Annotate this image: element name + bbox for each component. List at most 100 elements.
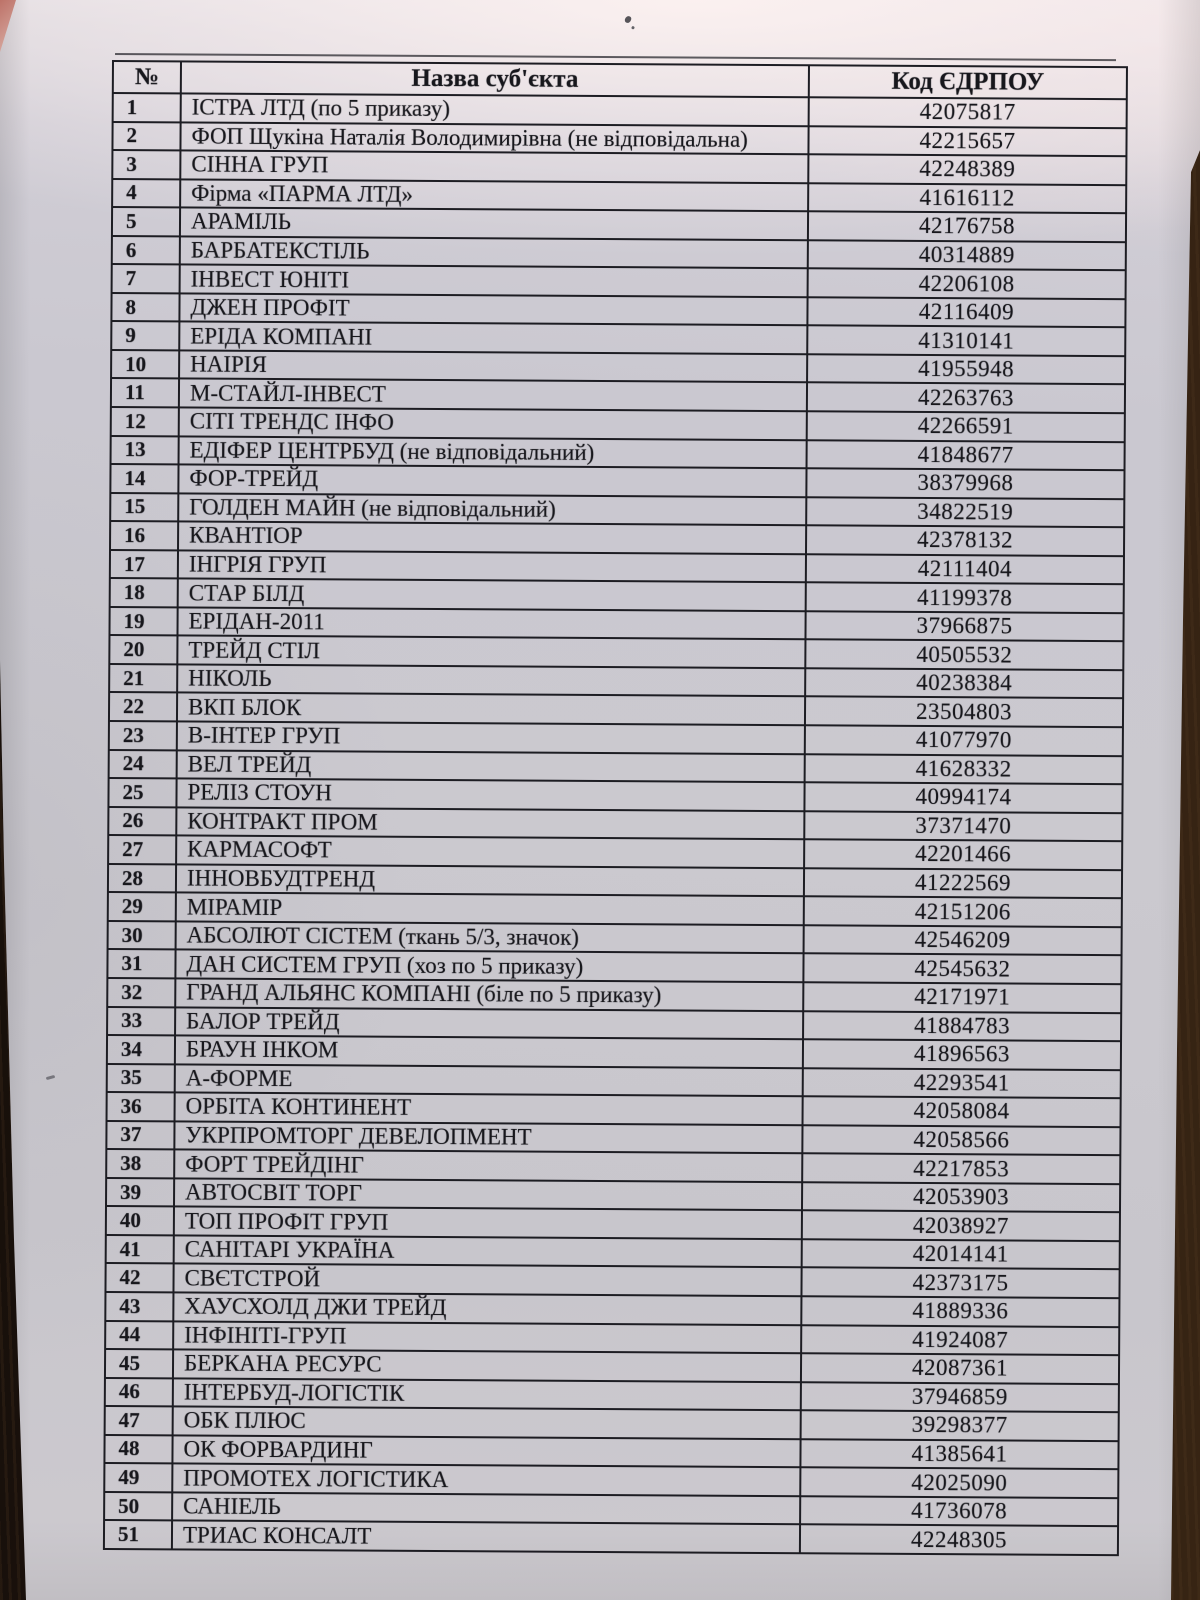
row-number: 14 [110,464,179,494]
row-code: 42293541 [802,1067,1121,1099]
row-name: СТАР БІЛД [177,578,806,612]
row-name: ОБК ПЛЮС [172,1406,801,1439]
row-code: 42378132 [805,525,1125,556]
header-edrpou-code: Код ЄДРПОУ [808,65,1127,100]
row-code: 41616112 [808,182,1127,214]
row-number: 20 [109,635,178,665]
table-row: 21 НІКОЛЬ 40238384 [109,663,1124,699]
row-code: 41848677 [806,439,1125,471]
table-row: 10 НАІРІЯ 41955948 [111,349,1126,385]
row-number: 7 [111,264,180,294]
row-number: 25 [108,778,177,808]
row-code: 42111404 [805,553,1124,585]
row-number: 47 [104,1406,173,1436]
row-number: 41 [105,1234,174,1264]
table-row: 42 СВЄТСТРОЙ 42373175 [105,1263,1120,1299]
table-row: 50 САНІЕЛЬ 41736078 [104,1491,1119,1527]
row-number: 35 [106,1063,175,1093]
table-row: 34 БРАУН ІНКОМ 41896563 [106,1035,1122,1070]
table-row: 45 БЕРКАНА РЕСУРС 42087361 [104,1349,1120,1384]
table-row: 31 ДАН СИСТЕМ ГРУП (хоз по 5 приказу) 42… [107,949,1122,985]
row-code: 37946859 [800,1381,1119,1413]
row-name: ФОР-ТРЕЙД [178,464,807,497]
row-name: ТОП ПРОФІТ ГРУП [173,1206,802,1240]
row-number: 29 [107,892,176,922]
row-number: 12 [110,407,179,436]
row-code: 42176758 [807,211,1127,242]
row-name: БРАУН ІНКОМ [174,1035,804,1068]
table-row: 17 ІНГРІЯ ГРУП 42111404 [109,549,1124,585]
row-name: ЕРІДА КОМПАНІ [179,321,808,355]
row-name: ДАН СИСТЕМ ГРУП (хоз по 5 приказу) [175,949,804,983]
row-code: 42075817 [808,97,1127,128]
row-code: 34822519 [806,496,1125,528]
row-number: 1 [112,93,181,122]
row-code: 38379968 [806,468,1125,499]
table-row: 46 ІНТЕРБУД-ЛОГІСТІК 37946859 [104,1377,1119,1413]
row-number: 31 [107,949,176,979]
row-code: 42171971 [803,982,1122,1013]
table-row: 24 ВЕЛ ТРЕЙД 41628332 [108,749,1123,785]
table-row: 13 ЕДІФЕР ЦЕНТРБУД (не відповідальний) 4… [110,435,1125,471]
row-number: 36 [106,1092,175,1122]
table-row: 25 РЕЛІЗ СТОУН 40994174 [108,778,1123,813]
row-name: ТРЕЙД СТІЛ [177,635,806,669]
table-row: 7 ІНВЕСТ ЮНІТІ 42206108 [111,264,1126,300]
row-name: ОРБІТА КОНТИНЕНТ [174,1092,803,1125]
row-code: 41955948 [807,354,1126,385]
row-number: 39 [105,1177,175,1207]
table-row: 9 ЕРІДА КОМПАНІ 41310141 [111,321,1126,357]
row-name: УКРПРОМТОРГ ДЕВЕЛОПМЕНТ [174,1121,803,1154]
table-body: 1 ІСТРА ЛТД (по 5 приказу) 42075817 2 ФО… [103,93,1127,1556]
row-code: 42038927 [801,1210,1120,1242]
row-number: 21 [109,663,178,693]
row-code: 42201466 [804,839,1123,870]
row-name: НІКОЛЬ [177,664,806,697]
row-number: 4 [112,178,181,208]
table-row: 32 ГРАНД АЛЬЯНС КОМПАНІ (біле по 5 прика… [107,977,1122,1013]
row-name: ТРИАС КОНСАЛТ [171,1520,801,1554]
row-code: 42546209 [803,925,1122,956]
row-number: 3 [112,150,181,180]
row-name: ФОП Щукіна Наталія Володимирівна (не від… [180,121,809,155]
row-number: 27 [108,835,177,865]
row-number: 11 [110,378,180,408]
row-code: 42014141 [801,1239,1120,1270]
row-name: СВЄТСТРОЙ [173,1263,802,1297]
row-code: 42217853 [802,1153,1121,1184]
row-code: 41884783 [803,1010,1122,1042]
row-code: 42373175 [801,1267,1120,1299]
header-row: № Назва суб'єкта Код ЄДРПОУ [112,61,1127,100]
table-row: 27 КАРМАСОФТ 42201466 [108,835,1123,870]
row-name: ДЖЕН ПРОФІТ [179,293,808,326]
row-code: 41222569 [803,868,1123,899]
row-name: ЕДІФЕР ЦЕНТРБУД (не відповідальний) [178,435,807,469]
table-row: 51 ТРИАС КОНСАЛТ 42248305 [103,1520,1119,1556]
row-number: 19 [109,606,178,636]
row-code: 41385641 [800,1438,1119,1470]
row-name: ГРАНД АЛЬЯНС КОМПАНІ (біле по 5 приказу) [175,978,804,1011]
row-code: 42058566 [802,1124,1121,1156]
table-row: 36 ОРБІТА КОНТИНЕНТ 42058084 [106,1092,1121,1127]
row-number: 43 [105,1291,174,1321]
row-number: 23 [108,721,177,750]
table-row: 41 САНІТАРІ УКРАЇНА 42014141 [105,1234,1120,1270]
table-row: 14 ФОР-ТРЕЙД 38379968 [110,464,1125,499]
row-code: 42545632 [803,953,1122,985]
row-code: 40505532 [805,639,1124,671]
row-number: 16 [110,521,179,551]
row-name: В-ІНТЕР ГРУП [176,721,805,754]
row-name: ХАУСХОЛД ДЖИ ТРЕЙД [173,1292,802,1325]
row-name: БАРБАТЕКСТІЛЬ [179,236,808,269]
table-row: 38 ФОРТ ТРЕЙДІНГ 42217853 [106,1149,1121,1184]
row-number: 15 [110,492,179,522]
row-name: МІРАМІР [175,892,804,926]
row-name: САНІТАРІ УКРАЇНА [173,1235,802,1268]
row-code: 41310141 [807,325,1126,357]
row-code: 41199378 [805,582,1124,614]
table-row: 2 ФОП Щукіна Наталія Володимирівна (не в… [112,121,1127,157]
table-row: 28 ІННОВБУДТРЕНД 41222569 [107,863,1123,899]
row-number: 40 [105,1206,174,1236]
row-name: ГОЛДЕН МАЙН (не відповідальний) [178,493,807,526]
table-row: 12 СІТІ ТРЕНДС ІНФО 42266591 [110,407,1125,442]
